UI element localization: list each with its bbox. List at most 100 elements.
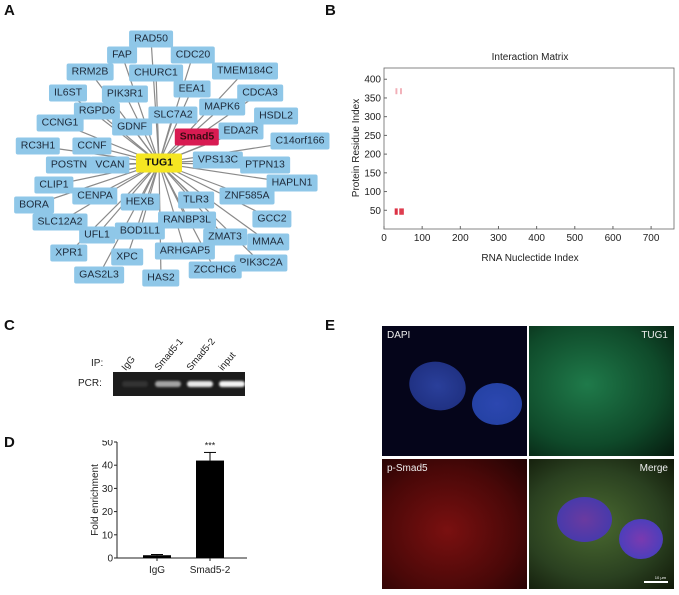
gene-node: GDNF: [112, 118, 152, 136]
gene-node: HAPLN1: [266, 174, 318, 192]
lane-label: Smad5-1: [152, 336, 186, 373]
gene-node: RRM2B: [66, 63, 114, 81]
panel-label-e: E: [325, 317, 336, 334]
gel-image: [113, 372, 245, 396]
dapi-image: DAPI: [382, 326, 527, 456]
gene-node: CENPA: [72, 187, 118, 205]
gene-node: UFL1: [79, 226, 115, 244]
center-node-tug1: TUG1: [135, 153, 183, 173]
gene-node: VPS13C: [192, 151, 244, 169]
gene-node: RAD50: [129, 30, 173, 48]
chart-title: Interaction Matrix: [492, 52, 569, 63]
nucleus: [403, 355, 472, 417]
significance-label: ***: [205, 440, 216, 450]
gel-band: [219, 381, 245, 387]
merge-label: Merge: [639, 463, 668, 474]
gene-node: GAS2L3: [74, 266, 124, 284]
gene-node: SLC7A2: [148, 106, 198, 124]
gene-node: RGPD6: [73, 102, 121, 120]
p-smad5-image: p-Smad5: [382, 459, 527, 589]
gene-node: ZCCHC6: [188, 261, 242, 279]
network-edge: [158, 70, 246, 164]
heatmap-cell: [399, 208, 404, 215]
gene-node: ARHGAP5: [154, 242, 216, 260]
y-tick-label: 30: [102, 484, 114, 495]
heatmap-cell: [395, 88, 398, 95]
ip-label: IP:: [91, 358, 104, 369]
bar: [196, 460, 224, 558]
gene-node: CDCA3: [237, 84, 283, 102]
x-tick-label: 700: [643, 233, 660, 244]
lane-label: IgG: [119, 354, 138, 373]
gene-node: MMAA: [247, 233, 289, 251]
plot-area: [383, 67, 675, 230]
gene-node: CHURC1: [129, 64, 183, 82]
gene-node: RC3H1: [15, 137, 61, 155]
gel-band: [187, 381, 213, 387]
scale-bar: [644, 581, 668, 583]
y-tick-label: 250: [364, 131, 381, 142]
scale-bar-label: 10 μm: [654, 575, 666, 580]
y-tick-label: 50: [102, 440, 114, 449]
gene-node: VCAN: [90, 156, 130, 174]
tug1-image: TUG1: [529, 326, 674, 456]
gene-node: CCNG1: [36, 114, 84, 132]
gene-node: TLR3: [178, 191, 214, 209]
panel-label-b: B: [325, 2, 336, 19]
gene-node: RANBP3L: [158, 211, 216, 229]
hub-node-smad5: Smad5: [174, 128, 220, 146]
lane-label: input: [216, 350, 239, 373]
nucleus: [619, 519, 663, 559]
x-tick-label: 200: [452, 233, 469, 244]
y-tick-label: 100: [364, 187, 381, 198]
panel-label-a: A: [4, 2, 15, 19]
y-tick-label: 20: [102, 507, 114, 518]
pcr-label: PCR:: [78, 378, 102, 389]
x-tick-label: 0: [381, 233, 387, 244]
merge-image: Merge 10 μm: [529, 459, 674, 589]
gene-node: GCC2: [252, 210, 292, 228]
network-edge: [150, 38, 160, 164]
gene-node: IL6ST: [48, 84, 88, 102]
gene-node: CDC20: [170, 46, 216, 64]
gene-node: PTPN13: [240, 156, 290, 174]
y-tick-label: 40: [102, 461, 114, 472]
heatmap-cell: [400, 88, 402, 95]
x-tick-label: 500: [566, 233, 583, 244]
y-tick-label: 50: [370, 206, 382, 217]
y-tick-label: 300: [364, 112, 381, 123]
gene-node: EDA2R: [218, 122, 264, 140]
panel-label-c: C: [4, 317, 15, 334]
gene-node: CLIP1: [34, 176, 74, 194]
y-tick-label: 0: [107, 554, 113, 565]
nucleus: [557, 497, 612, 542]
lane-label: Smad5-2: [184, 336, 218, 373]
fold-enrichment-chart: Fold enrichment 0 10 20 30 40 50 IgG Smad5-2 ***: [90, 440, 247, 576]
x-axis-label: RNA Nuclectide Index: [481, 253, 578, 264]
y-axis-label: Fold enrichment: [90, 464, 101, 536]
x-tick-label: 600: [605, 233, 622, 244]
gene-node: MAPK6: [199, 98, 245, 116]
gene-node: HEXB: [120, 193, 160, 211]
y-axis-label: Protein Residue Index: [351, 99, 362, 197]
interaction-matrix-chart: Interaction Matrix RNA Nuclectide Index …: [351, 52, 675, 264]
x-tick-label: Smad5-2: [190, 565, 231, 576]
gene-node: PIK3C2A: [234, 254, 288, 272]
nucleus: [472, 383, 522, 425]
x-tick-label: IgG: [149, 565, 165, 576]
gene-node: HSDL2: [254, 107, 298, 125]
gene-node: PIK3R1: [101, 85, 149, 103]
gel-band: [155, 381, 181, 387]
y-tick-label: 150: [364, 168, 381, 179]
gene-node: POSTN: [45, 156, 93, 174]
gene-node: HAS2: [142, 269, 180, 287]
dapi-label: DAPI: [387, 330, 411, 341]
y-tick-label: 400: [364, 75, 381, 86]
gene-node: BOD1L1: [114, 222, 166, 240]
y-tick-label: 10: [102, 530, 114, 541]
network-edge: [158, 162, 186, 252]
heatmap-cell: [394, 208, 398, 215]
x-tick-label: 100: [414, 233, 431, 244]
panel-label-d: D: [4, 434, 15, 451]
